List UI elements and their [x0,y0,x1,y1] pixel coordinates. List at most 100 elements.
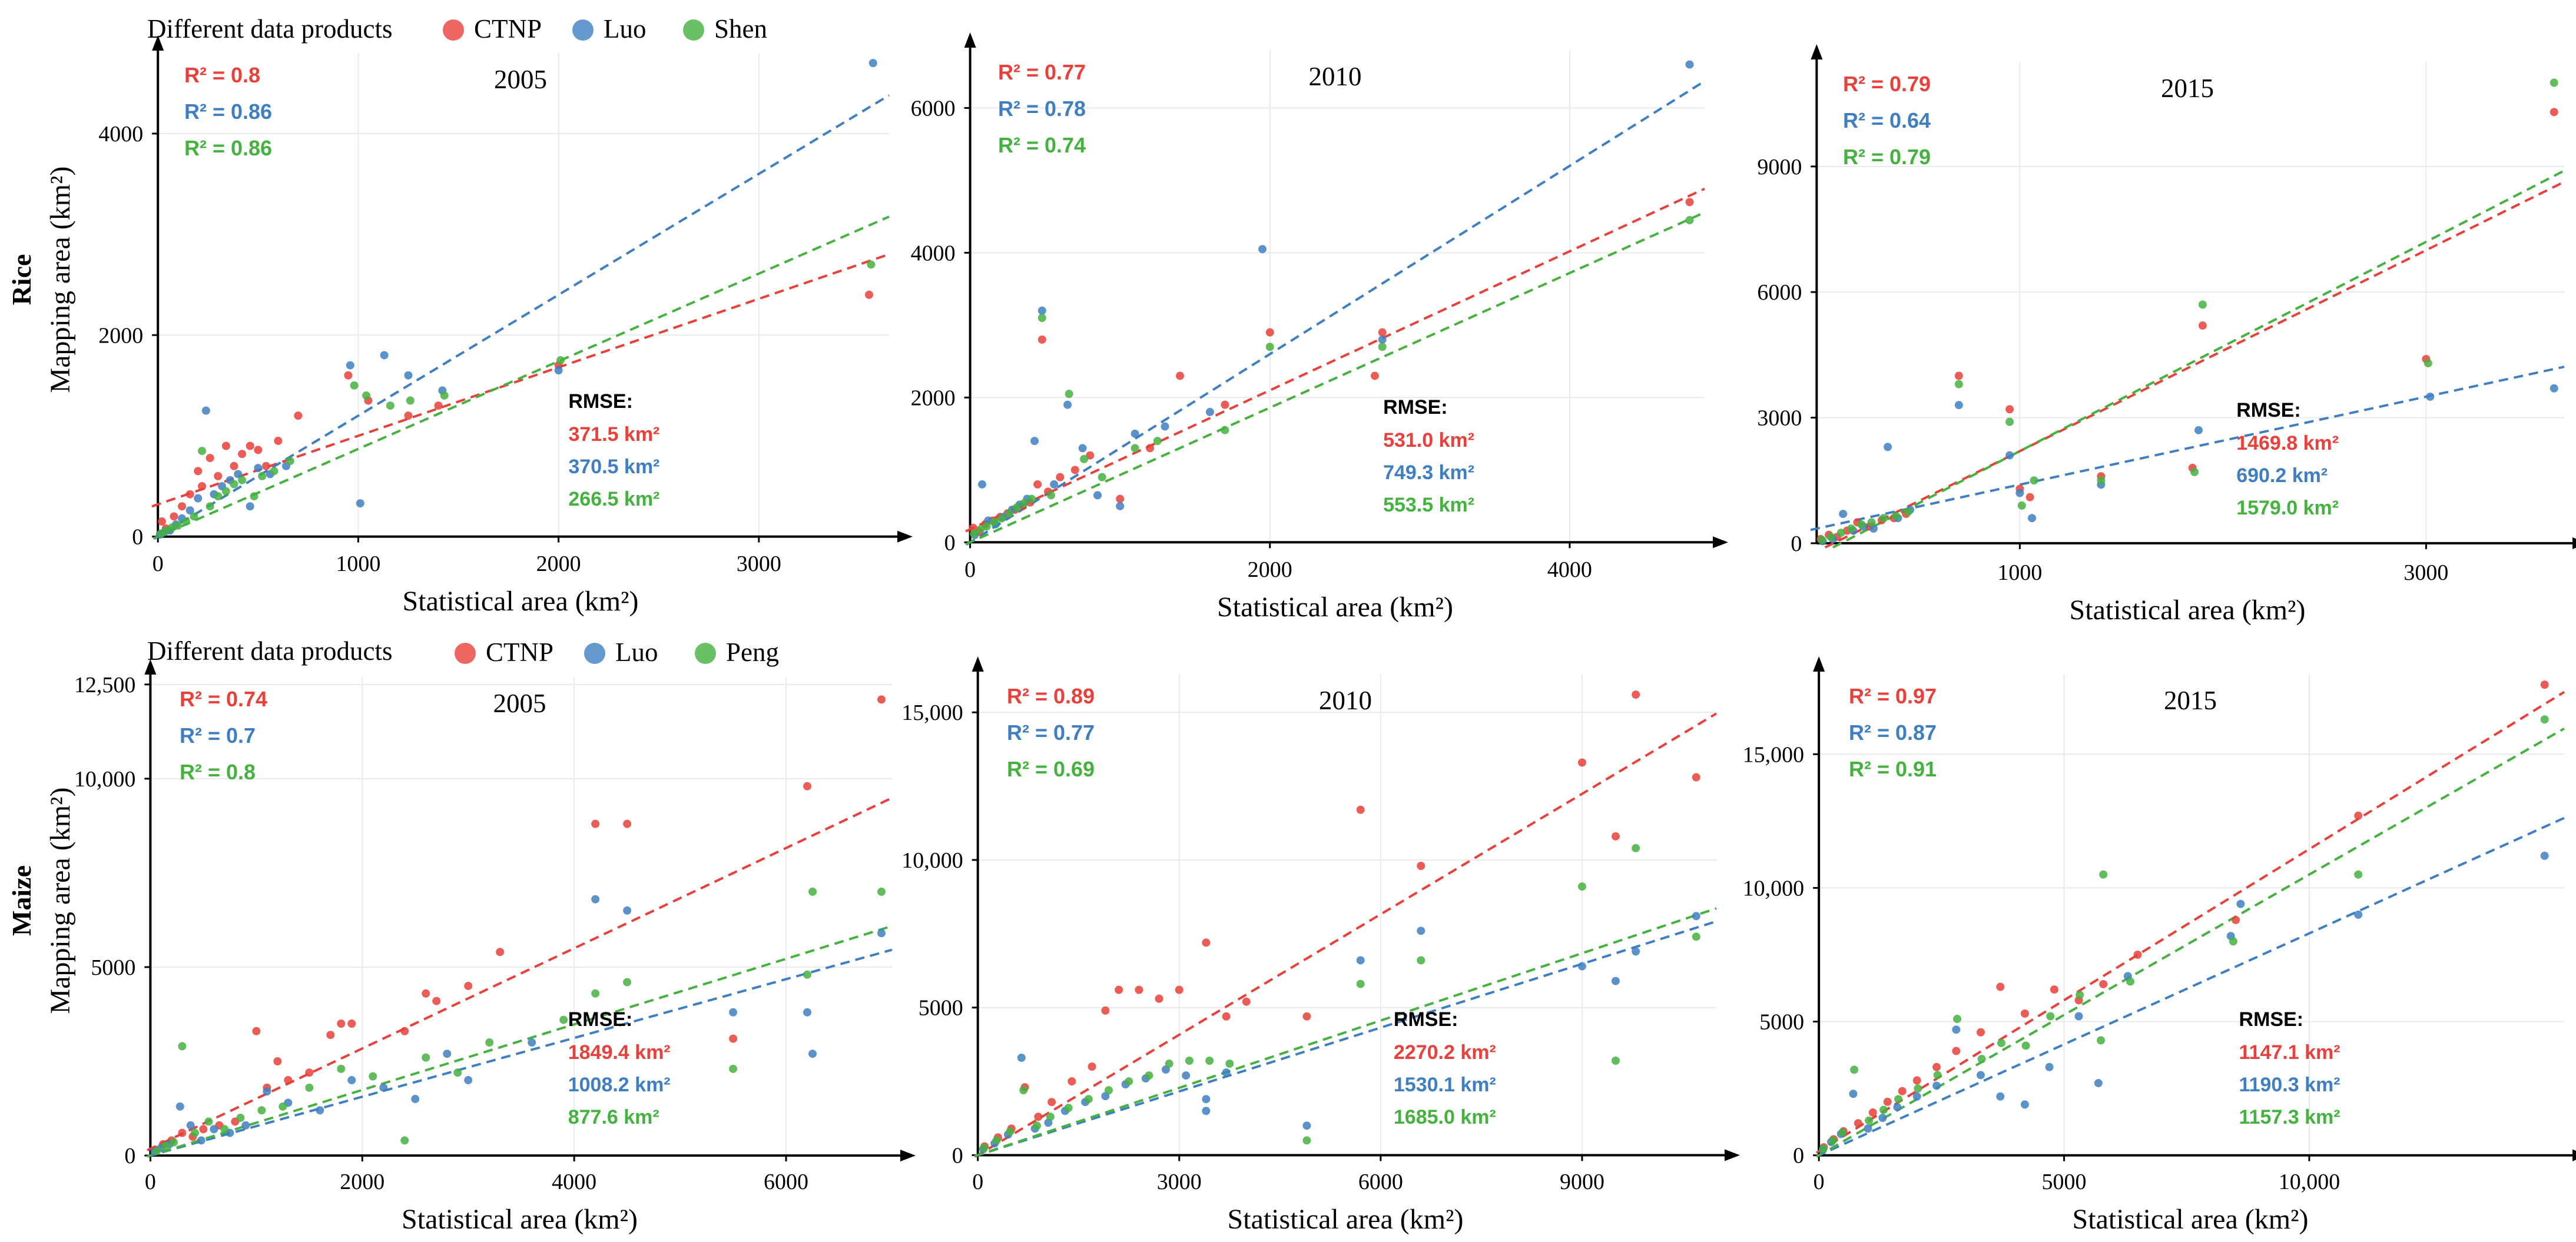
data-point-luo [1161,422,1169,431]
data-point-ctnp [1222,1012,1231,1021]
trend-line-ctnp [1824,181,2565,549]
data-point-peng [453,1068,462,1077]
legend-title-maize: Different data products [147,636,393,666]
y-tick-label: 10,000 [1743,876,1805,901]
rmse-value-shen: 1579.0 km² [2236,497,2339,519]
data-point-peng [1033,1121,1042,1130]
chart-title: 2010 [1319,686,1372,715]
x-tick-label: 1000 [336,552,380,576]
data-point-luo [1685,60,1694,69]
data-point-ctnp [214,471,223,480]
data-point-luo [1205,407,1214,416]
y-tick-label: 5000 [919,996,963,1021]
data-point-peng [169,1138,178,1147]
data-point-shen [205,502,214,511]
data-point-luo [254,464,263,473]
data-point-luo [2426,392,2435,401]
data-point-luo [591,895,600,904]
data-point-luo [1932,1081,1941,1090]
data-point-ctnp [877,695,886,704]
data-point-ctnp [1265,328,1274,337]
data-point-ctnp [1221,400,1229,409]
data-point-ctnp [422,989,430,998]
legend-maize: Different data products CTNP Luo Peng [147,636,779,667]
data-point-ctnp [221,441,230,450]
y-tick-label: 2000 [911,386,956,410]
data-point-peng [1953,1015,1962,1024]
x-axis-label: Statistical area (km²) [1217,592,1453,623]
data-point-ctnp [1146,444,1155,453]
data-point-peng [623,978,632,987]
trend-line-luo [1816,816,2565,1158]
data-point-shen [2198,300,2207,309]
data-point-shen [970,529,979,538]
data-point-luo [1116,502,1125,510]
data-point-luo [464,1076,473,1085]
data-point-peng [979,1143,988,1152]
y-axis-arrow [972,656,984,672]
data-point-shen [997,514,1006,523]
data-point-shen [250,492,258,501]
data-point-luo [1258,245,1267,254]
rmse-value-peng: 1157.3 km² [2239,1106,2340,1128]
data-point-ctnp [1356,805,1365,814]
data-point-peng [1064,1104,1073,1113]
rmse-title: RMSE: [1383,396,1448,419]
data-point-peng [1692,932,1700,941]
legend-marker-shen-rice [683,19,704,41]
data-point-shen [1847,524,1856,533]
data-point-shen [181,517,190,526]
data-point-ctnp [1685,198,1694,207]
y-tick-label: 5000 [91,955,135,980]
data-point-peng [591,989,600,998]
rmse-value-ctnp: 1469.8 km² [2236,432,2339,454]
y-tick-label: 6000 [911,96,956,121]
data-point-peng [1828,1136,1837,1145]
data-point-ctnp [2354,811,2363,820]
r2-label-ctnp: R² = 0.77 [998,60,1086,84]
data-point-luo [246,502,254,511]
data-point-luo [1884,443,1892,451]
data-point-luo [380,351,389,360]
data-point-luo [1611,977,1620,985]
r2-label-peng: R² = 0.8 [180,760,256,784]
data-point-ctnp [2540,680,2549,689]
data-point-ctnp [400,1027,409,1035]
data-point-ctnp [170,512,178,521]
chart-panel-rice-2015: 1000 3000 0 3000 6000 9000 Statistical area (k… [1757,44,2576,626]
x-tick-label: 3000 [2403,560,2448,585]
data-point-luo [2074,1012,2083,1021]
y-tick-label: 12,500 [74,673,136,698]
data-point-ctnp [178,1128,187,1137]
data-point-luo [1078,444,1087,453]
data-point-shen [1004,509,1013,518]
y-tick-label: 6000 [1757,280,1802,305]
data-point-peng [803,970,812,979]
r2-label-luo: R² = 0.7 [180,723,256,748]
data-point-peng [2126,977,2134,986]
data-point-peng [178,1042,187,1051]
y-tick-label: 15,000 [1743,742,1805,767]
data-point-ctnp [1176,371,1185,380]
chart-title: 2015 [2164,686,2217,715]
trend-line-peng [147,925,893,1158]
x-tick-label: 3000 [737,552,781,576]
data-point-luo [443,1050,452,1058]
data-point-peng [1577,882,1586,891]
data-point-luo [1050,480,1059,489]
data-point-peng [257,1106,266,1115]
x-axis-label: Statistical area (km²) [402,1204,638,1235]
data-point-ctnp [1302,1012,1311,1021]
chart-panel-maize-2015: 0 5000 10,000 0 5000 10,000 15,000 Statistical … [1743,656,2576,1235]
data-point-ctnp [1883,1097,1892,1106]
chart-panel-maize-2005: 0 2000 4000 6000 0 5000 10,000 12,500 Statistica… [74,659,916,1235]
chart-title: 2005 [493,689,546,718]
data-point-peng [1819,1144,1828,1153]
data-point-shen [1080,454,1089,463]
trend-line-shen [152,215,890,540]
data-point-ctnp [2232,915,2240,924]
trend-line-ctnp [965,187,1705,533]
data-point-shen [440,391,449,400]
data-point-shen [1891,512,1900,520]
